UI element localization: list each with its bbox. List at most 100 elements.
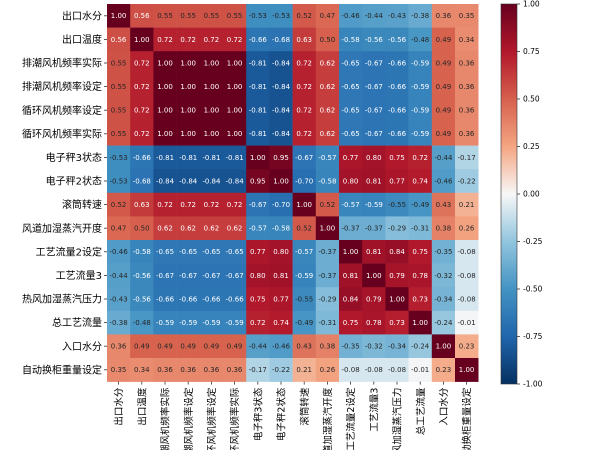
heatmap-cell [107,310,131,335]
y-tick-label: 电子秤3状态 [46,151,102,164]
heatmap-cell [107,263,131,288]
cell-value-label: -0.43 [388,12,406,20]
heatmap-cell [130,358,154,382]
heatmap-cell [408,145,433,170]
cell-value-label: -0.57 [318,154,336,162]
heatmap-cell [130,122,154,146]
cell-value-label: 0.80 [343,177,359,185]
heatmap-cell [408,334,433,359]
cell-value-label: 0.62 [320,83,336,91]
heatmap-cell [408,27,433,52]
heatmap-cell [339,4,363,28]
heatmap-cell [199,287,224,312]
heatmap-cell [455,287,479,312]
cell-value-label: -0.66 [388,130,407,138]
x-tick-label: 工艺流量3 [368,388,380,432]
cell-value-label: 0.84 [389,248,405,256]
heatmap-cell [153,98,177,123]
cell-value-label: 1.00 [180,83,196,91]
cell-value-label: 0.49 [436,36,452,44]
heatmap-cell [408,122,433,146]
cell-value-label: 0.55 [180,12,196,20]
heatmap-cell [339,169,363,194]
heatmap-cell [292,310,317,335]
heatmap-cell [292,74,317,99]
cell-value-label: 0.55 [227,12,243,20]
heatmap-cell [362,287,386,312]
cell-value-label: -0.67 [295,154,313,162]
cell-value-label: -0.31 [318,319,336,327]
cell-value-label: -0.57 [295,248,313,256]
cell-value-label: 0.81 [273,272,289,280]
heatmap-cell [315,358,340,382]
cell-value-label: 0.72 [412,154,428,162]
heatmap-cell [199,122,224,146]
heatmap-cell [269,27,293,52]
heatmap-cell [431,240,456,264]
cell-value-label: 1.00 [111,12,127,20]
cell-value-label: 0.49 [436,107,452,115]
heatmap-cell [176,287,201,312]
y-tick-label: 工艺流量2设定 [36,245,102,258]
heatmap-cell [153,4,177,28]
cell-value-label: -0.46 [342,12,361,20]
cell-value-label: 0.72 [296,130,312,138]
cell-value-label: 0.73 [389,319,405,327]
heatmap-cell [153,358,177,382]
cell-value-label: 0.35 [459,12,475,20]
heatmap-cell [455,74,479,99]
cell-value-label: 0.75 [343,319,359,327]
heatmap-cell [408,192,433,217]
cell-value-label: -0.59 [156,319,174,327]
heatmap-cell [223,27,247,52]
cell-value-label: 0.36 [436,12,452,20]
cell-value-label: 0.21 [296,366,312,374]
heatmap-cell [130,240,154,264]
heatmap-cell [223,334,247,359]
heatmap-cell [153,263,177,288]
heatmap-cell [246,287,270,312]
cell-value-label: 0.79 [366,295,382,303]
cell-value-label: -0.59 [365,201,383,209]
cell-value-label: -0.81 [249,83,267,91]
heatmap-cell [107,169,131,194]
cell-value-label: -0.66 [388,59,407,67]
y-tick-label: 出口水分 [62,9,102,22]
heatmap-cell [408,51,433,76]
heatmap-cell [153,192,177,217]
heatmap-cell [431,98,456,123]
cell-value-label: 1.00 [204,130,220,138]
heatmap-cell [292,4,317,28]
cell-value-label: -0.67 [202,272,220,280]
y-tick-label: 总工艺流量 [52,316,102,329]
heatmap-cell [269,74,293,99]
cell-value-label: -0.65 [342,83,360,91]
heatmap-cell [130,145,154,170]
heatmap-cell [223,4,247,28]
cell-value-label: -0.66 [388,107,407,115]
heatmap-cell [176,4,201,28]
heatmap-cell [408,169,433,194]
heatmap-cell [269,263,293,288]
heatmap-cell [130,27,154,52]
cell-value-label: -0.65 [156,248,174,256]
cell-value-label: 0.36 [180,366,196,374]
heatmap-cell [130,51,154,76]
heatmap-cell [269,98,293,123]
heatmap-cell [246,240,270,264]
cell-value-label: 0.56 [134,12,150,20]
cell-value-label: -0.08 [342,366,360,374]
cell-value-label: -0.29 [318,295,336,303]
heatmap-cell [199,4,224,28]
heatmap-cell [292,169,317,194]
heatmap-cell [431,263,456,288]
cell-value-label: -0.38 [411,12,429,20]
cell-value-label: 0.36 [111,343,127,351]
heatmap-cell [199,216,224,241]
heatmap-cell [223,98,247,123]
heatmap-cell [385,27,409,52]
cell-value-label: -0.08 [388,366,406,374]
heatmap-cell [246,169,270,194]
cell-value-label: 0.47 [111,225,127,233]
heatmap-cell [315,74,340,99]
